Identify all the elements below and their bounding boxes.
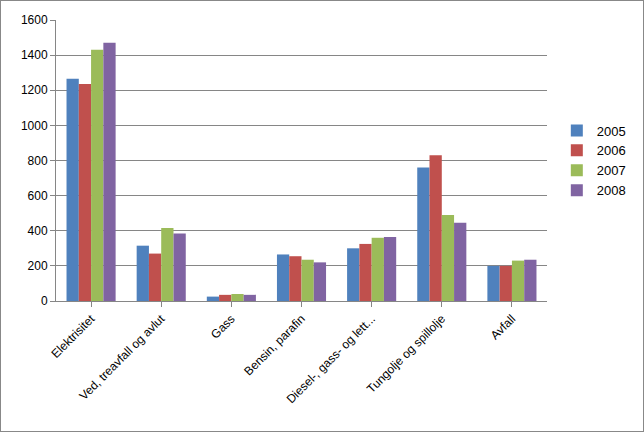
svg-text:1600: 1600 <box>21 13 48 27</box>
svg-text:Ved, treavfall og avlut: Ved, treavfall og avlut <box>77 311 169 403</box>
svg-text:1400: 1400 <box>21 48 48 62</box>
svg-text:800: 800 <box>28 154 48 168</box>
svg-text:Bensin, parafin: Bensin, parafin <box>241 312 308 379</box>
svg-text:Tungolje og spillolje: Tungolje og spillolje <box>364 312 448 396</box>
svg-text:1200: 1200 <box>21 83 48 97</box>
svg-text:2007: 2007 <box>597 163 626 178</box>
svg-text:Diesel-, gass- og lett...: Diesel-, gass- og lett... <box>284 312 378 406</box>
svg-text:Avfall: Avfall <box>488 312 519 343</box>
svg-text:2006: 2006 <box>597 143 626 158</box>
svg-text:200: 200 <box>28 259 48 273</box>
svg-text:Gass: Gass <box>208 312 238 342</box>
svg-text:2008: 2008 <box>597 183 626 198</box>
svg-text:1000: 1000 <box>21 119 48 133</box>
svg-text:0: 0 <box>41 294 48 308</box>
svg-text:Elektrisitet: Elektrisitet <box>48 311 98 361</box>
svg-text:2005: 2005 <box>597 124 626 139</box>
svg-text:600: 600 <box>28 189 48 203</box>
svg-text:400: 400 <box>28 224 48 238</box>
